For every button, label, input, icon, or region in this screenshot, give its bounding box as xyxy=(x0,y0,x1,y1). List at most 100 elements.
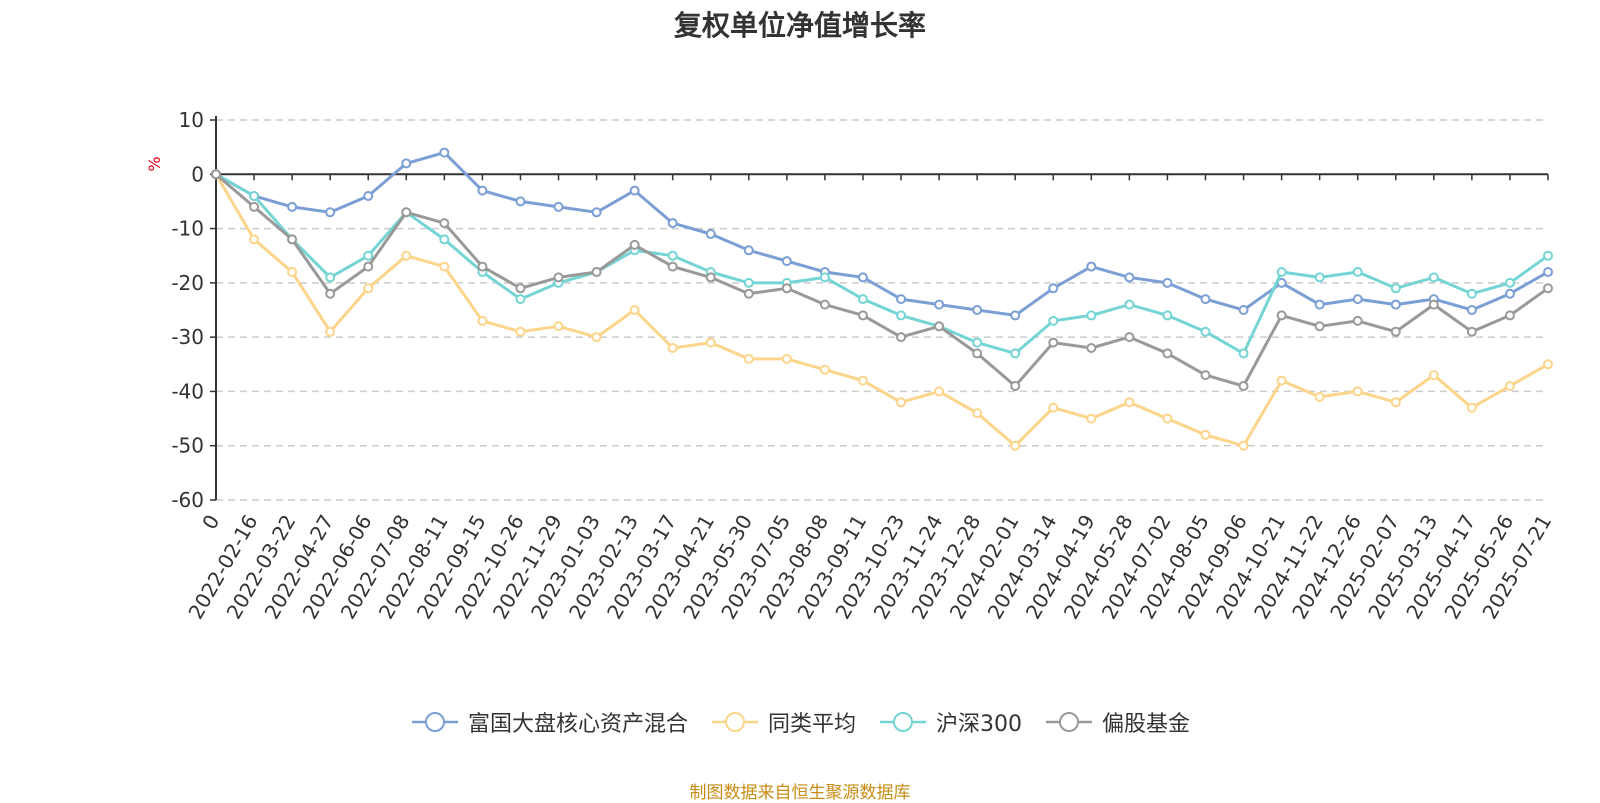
data-point[interactable] xyxy=(896,310,907,321)
data-point[interactable] xyxy=(743,288,754,299)
data-point[interactable] xyxy=(1124,397,1135,408)
data-point[interactable] xyxy=(1352,267,1363,277)
data-point[interactable] xyxy=(325,288,336,299)
data-point[interactable] xyxy=(1086,343,1097,353)
data-point[interactable] xyxy=(515,294,526,305)
data-point[interactable] xyxy=(1276,267,1287,277)
data-point[interactable] xyxy=(553,321,564,332)
data-point[interactable] xyxy=(1162,277,1173,288)
data-point[interactable] xyxy=(1124,272,1135,283)
data-point[interactable] xyxy=(1466,288,1477,299)
data-point[interactable] xyxy=(591,332,602,343)
data-point[interactable] xyxy=(1010,348,1021,359)
data-point[interactable] xyxy=(1390,299,1401,310)
data-point[interactable] xyxy=(819,299,830,310)
data-point[interactable] xyxy=(1086,413,1097,424)
data-point[interactable] xyxy=(1238,305,1249,315)
data-point[interactable] xyxy=(1124,332,1135,343)
data-point[interactable] xyxy=(211,169,221,180)
data-point[interactable] xyxy=(1162,413,1173,424)
data-point[interactable] xyxy=(1048,402,1059,413)
data-point[interactable] xyxy=(1314,272,1325,283)
data-point[interactable] xyxy=(1048,315,1059,326)
data-point[interactable] xyxy=(819,272,830,283)
data-point[interactable] xyxy=(591,267,602,277)
data-point[interactable] xyxy=(1086,310,1097,321)
data-point[interactable] xyxy=(591,207,602,218)
data-point[interactable] xyxy=(972,348,983,359)
data-point[interactable] xyxy=(857,375,868,386)
data-point[interactable] xyxy=(1466,326,1477,337)
legend-item[interactable]: 富国大盘核心资产混合 xyxy=(410,706,688,738)
data-point[interactable] xyxy=(1428,370,1439,381)
data-point[interactable] xyxy=(1352,315,1363,326)
data-point[interactable] xyxy=(1276,375,1287,386)
data-point[interactable] xyxy=(249,191,260,201)
data-point[interactable] xyxy=(1390,283,1401,294)
data-point[interactable] xyxy=(1200,326,1211,337)
data-point[interactable] xyxy=(896,332,907,343)
data-point[interactable] xyxy=(325,207,336,218)
data-point[interactable] xyxy=(1504,277,1515,288)
data-point[interactable] xyxy=(1543,267,1553,277)
data-point[interactable] xyxy=(363,250,374,261)
data-point[interactable] xyxy=(401,207,412,218)
data-point[interactable] xyxy=(1048,337,1059,348)
data-point[interactable] xyxy=(1124,299,1135,310)
legend-item[interactable]: 同类平均 xyxy=(710,706,856,738)
data-point[interactable] xyxy=(287,267,298,277)
data-point[interactable] xyxy=(667,261,678,272)
data-point[interactable] xyxy=(249,201,260,212)
data-point[interactable] xyxy=(743,245,754,256)
data-point[interactable] xyxy=(781,256,792,267)
data-point[interactable] xyxy=(1162,348,1173,359)
data-point[interactable] xyxy=(249,234,260,245)
data-point[interactable] xyxy=(1010,440,1021,451)
legend-item[interactable]: 偏股基金 xyxy=(1044,706,1190,738)
data-point[interactable] xyxy=(1352,294,1363,305)
data-point[interactable] xyxy=(896,397,907,408)
data-point[interactable] xyxy=(1238,440,1249,451)
data-point[interactable] xyxy=(1504,288,1515,299)
data-point[interactable] xyxy=(325,272,336,283)
data-point[interactable] xyxy=(857,272,868,283)
data-point[interactable] xyxy=(439,147,450,158)
data-point[interactable] xyxy=(515,283,526,294)
data-point[interactable] xyxy=(401,250,412,261)
data-point[interactable] xyxy=(325,326,336,337)
data-point[interactable] xyxy=(1428,299,1439,310)
data-point[interactable] xyxy=(1314,321,1325,332)
data-point[interactable] xyxy=(1238,381,1249,391)
data-point[interactable] xyxy=(857,310,868,321)
data-point[interactable] xyxy=(1504,381,1515,391)
data-point[interactable] xyxy=(972,305,983,315)
data-point[interactable] xyxy=(1010,310,1021,321)
data-point[interactable] xyxy=(1276,310,1287,321)
data-point[interactable] xyxy=(1314,391,1325,402)
data-point[interactable] xyxy=(287,234,298,245)
data-point[interactable] xyxy=(705,229,716,239)
data-point[interactable] xyxy=(1504,310,1515,321)
data-point[interactable] xyxy=(287,201,298,212)
data-point[interactable] xyxy=(819,364,830,375)
data-point[interactable] xyxy=(439,234,450,245)
data-point[interactable] xyxy=(781,353,792,364)
data-point[interactable] xyxy=(705,337,716,348)
data-point[interactable] xyxy=(1466,402,1477,413)
data-point[interactable] xyxy=(1543,250,1553,261)
data-point[interactable] xyxy=(934,321,945,332)
data-point[interactable] xyxy=(667,218,678,229)
legend-item[interactable]: 沪深300 xyxy=(878,706,1022,738)
data-point[interactable] xyxy=(363,191,374,201)
data-point[interactable] xyxy=(515,326,526,337)
data-point[interactable] xyxy=(439,218,450,229)
data-point[interactable] xyxy=(667,250,678,261)
data-point[interactable] xyxy=(743,277,754,288)
data-point[interactable] xyxy=(857,294,868,305)
data-point[interactable] xyxy=(439,261,450,272)
data-point[interactable] xyxy=(629,185,640,196)
data-point[interactable] xyxy=(1200,370,1211,381)
data-point[interactable] xyxy=(1543,359,1553,370)
data-point[interactable] xyxy=(1162,310,1173,321)
data-point[interactable] xyxy=(934,386,945,397)
